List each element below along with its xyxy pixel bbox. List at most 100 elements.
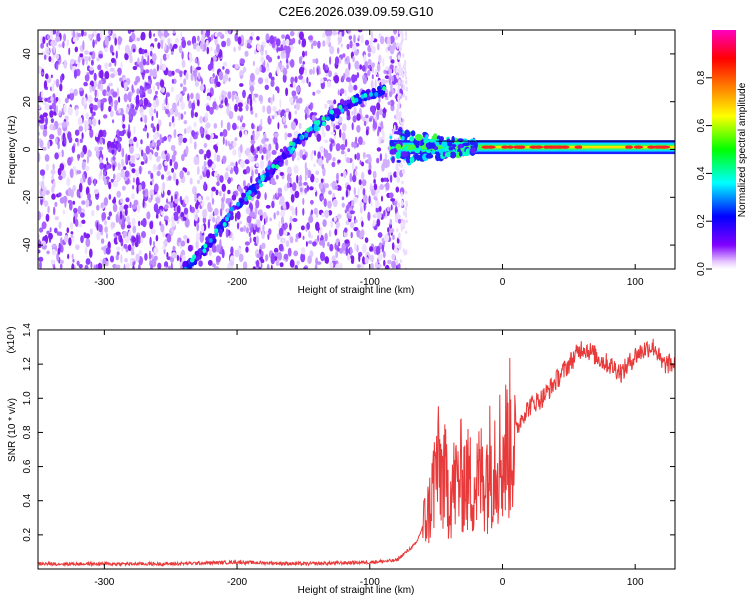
spectrogram-noise-blob [172, 121, 176, 128]
spectrogram-noise-blob [39, 169, 46, 176]
spectrogram-noise-blob [205, 122, 211, 129]
spectrogram-noise-blob [226, 37, 231, 47]
spectrogram-noise-blob [48, 56, 52, 62]
spectrogram-noise-blob [329, 45, 335, 55]
spectrogram-noise-blob [48, 232, 53, 240]
spectrogram-noise-blob [136, 88, 140, 95]
spectrogram-noise-blob [402, 53, 405, 58]
spectrogram-noise-blob [216, 142, 219, 147]
spectrogram-noise-blob [61, 121, 68, 128]
spectrogram-noise-blob [269, 35, 275, 45]
spectrogram-noise-blob [167, 218, 171, 223]
spectrogram-noise-blob [287, 166, 292, 175]
spectrogram-noise-blob [154, 37, 158, 42]
spectrogram-noise-blob [234, 249, 240, 258]
spectrogram-noise-blob [400, 67, 404, 72]
spectrogram-noise-blob [389, 45, 395, 55]
spectrogram-noise-blob [351, 122, 354, 131]
spectrogram-noise-blob [289, 222, 292, 231]
spectrogram-noise-blob [87, 176, 92, 186]
spectrogram-noise-blob [69, 91, 75, 101]
spectrogram-noise-blob [359, 206, 363, 214]
spectrogram-noise-blob [244, 159, 250, 165]
spectrogram-noise-blob [318, 157, 323, 167]
spectrogram-noise-blob [351, 199, 355, 207]
spectrogram-noise-blob [204, 116, 208, 123]
spectrogram-noise-blob [212, 73, 215, 78]
spectrogram-noise-blob [314, 150, 316, 157]
spectrogram-noise-blob [363, 194, 368, 204]
spectrogram-noise-blob [150, 172, 154, 179]
spectrogram-noise-blob [355, 136, 358, 144]
spectrogram-noise-blob [59, 263, 63, 269]
spectrogram-noise-blob [105, 247, 111, 255]
spectrogram-noise-blob [279, 171, 284, 176]
spectrogram-noise-blob [310, 209, 314, 215]
spectrogram-noise-blob [123, 204, 129, 210]
spectrogram-noise-blob [405, 249, 408, 255]
spectrogram-noise-blob [38, 111, 41, 117]
spectrogram-noise-blob [216, 154, 221, 162]
spectrogram-noise-blob [344, 138, 348, 148]
spectrogram-noise-blob [66, 177, 71, 187]
x-tick-label: -300 [94, 277, 114, 288]
spectrogram-noise-blob [213, 144, 217, 150]
spectrogram-noise-blob [289, 215, 293, 223]
spectrogram-noise-blob [378, 108, 384, 116]
spectrogram-noise-blob [307, 240, 313, 245]
spectrogram-noise-blob [392, 234, 395, 240]
spectrogram-noise-blob [349, 40, 353, 49]
spectrogram-noise-blob [95, 132, 99, 138]
spectrogram-noise-blob [338, 241, 341, 247]
spectrogram-noise-blob [203, 160, 207, 168]
spectrogram-noise-blob [233, 165, 236, 172]
spectrogram-noise-blob [148, 30, 152, 39]
spectrogram-noise-blob [258, 209, 263, 216]
carrier-turbulence [414, 133, 423, 141]
spectrogram-diagonal-trace [343, 105, 349, 112]
spectrogram-noise-blob [55, 105, 59, 115]
spectrogram-noise-blob [268, 228, 272, 236]
spectrogram-noise-blob [396, 176, 399, 183]
spectrogram-noise-blob [396, 168, 399, 172]
spectrogram-noise-blob [377, 232, 383, 238]
spectrogram-noise-blob [184, 218, 190, 228]
spectrogram-noise-blob [43, 54, 47, 60]
spectrogram-noise-blob [313, 163, 317, 168]
spectrogram-noise-blob [69, 201, 73, 211]
spectrogram-noise-blob [352, 55, 355, 63]
spectrogram-noise-blob [170, 262, 173, 269]
spectrogram-noise-blob [84, 165, 90, 172]
spectrogram-noise-blob [355, 166, 358, 170]
carrier-band-peak [501, 145, 509, 149]
spectrogram-noise-blob [152, 126, 156, 133]
spectrogram-noise-blob [207, 36, 212, 43]
spectrogram-noise-blob [167, 265, 172, 269]
spectrogram-noise-blob [281, 34, 286, 39]
spectrogram-noise-blob [389, 174, 393, 183]
spectrogram-noise-blob [210, 77, 215, 85]
spectrogram-noise-blob [171, 79, 174, 84]
spectrogram-noise-blob [75, 138, 79, 143]
spectrogram-noise-blob [149, 142, 153, 149]
spectrogram-noise-blob [338, 30, 344, 33]
spectrogram-noise-blob [65, 115, 69, 121]
spectrogram-noise-blob [147, 102, 152, 108]
spectrogram-noise-blob [85, 112, 89, 120]
spectrogram-noise-blob [387, 227, 390, 233]
spectrogram-noise-blob [41, 51, 46, 56]
spectrogram-noise-blob [216, 181, 220, 187]
spectrogram-noise-blob [219, 175, 224, 183]
spectrogram-noise-blob [331, 30, 338, 36]
spectrogram-noise-blob [45, 73, 49, 80]
spectrogram-noise-blob [405, 86, 408, 92]
spectrogram-noise-blob [347, 30, 351, 34]
spectrogram-noise-blob [130, 30, 135, 33]
carrier-turbulence [389, 139, 395, 147]
spectrogram-noise-blob [130, 163, 136, 168]
carrier-turbulence [470, 147, 477, 154]
spectrogram-noise-blob [144, 114, 148, 124]
spectrogram-noise-blob [115, 231, 121, 236]
spectrogram-noise-blob [156, 144, 160, 151]
